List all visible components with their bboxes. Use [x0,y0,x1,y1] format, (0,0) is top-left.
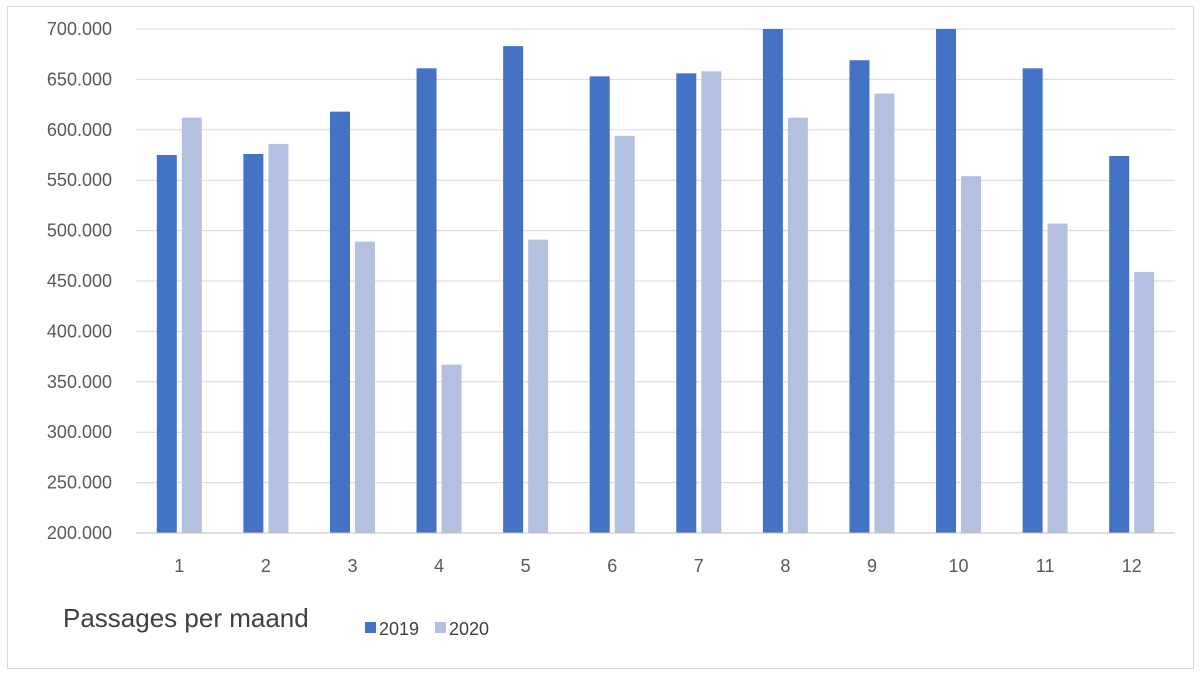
x-tick-label: 12 [1122,556,1142,576]
x-tick-label: 1 [174,556,184,576]
y-tick-label: 350.000 [47,372,112,392]
x-tick-label: 4 [434,556,444,576]
x-tick-label: 7 [694,556,704,576]
bar-2019-7 [676,73,697,534]
bar-2019-9 [849,60,870,534]
bar-2020-3 [354,241,375,534]
bar-2019-5 [503,46,524,534]
axes: 200.000 250.000 300.000 350.000 400.000 450.0… [47,19,1175,576]
y-tick-label: 450.000 [47,271,112,291]
x-tick-label: 5 [521,556,531,576]
x-tick-label: 8 [780,556,790,576]
bars [156,29,1155,534]
bar-2019-4 [416,68,437,533]
y-tick-label: 600.000 [47,120,112,140]
gridlines [136,28,1175,484]
x-tick-label: 2 [261,556,271,576]
y-tick-label: 400.000 [47,321,112,341]
x-tick-label: 11 [1036,556,1055,576]
legend-swatch-2020 [435,622,446,633]
bar-2019-1 [156,155,177,533]
bar-2019-3 [329,111,350,533]
bar-2020-5 [528,239,549,533]
chart-caption: Passages per maand [63,603,309,633]
y-tick-label: 650.000 [47,69,112,89]
legend-swatch-2019 [365,622,376,633]
bar-2020-10 [961,176,982,533]
bar-2019-8 [762,29,783,533]
bar-2019-11 [1022,68,1043,533]
bar-2019-2 [243,153,264,533]
bar-2020-1 [181,117,202,533]
y-tick-label: 700.000 [47,19,112,39]
legend-label-2019: 2019 [379,619,419,639]
x-tick-label: 10 [949,556,969,576]
bar-2019-10 [936,29,957,533]
y-tick-label: 300.000 [47,422,112,442]
bar-2020-9 [874,93,895,534]
bar-2020-12 [1134,271,1155,533]
x-tick-label: 3 [347,556,357,576]
y-tick-label: 500.000 [47,221,112,241]
bar-2019-6 [589,76,610,533]
bar-2020-7 [701,71,722,533]
x-tick-label: 6 [607,556,617,576]
y-tick-label: 250.000 [47,473,112,493]
y-tick-label: 200.000 [47,523,112,543]
bar-2019-12 [1109,156,1130,533]
bar-2020-11 [1047,223,1068,533]
bar-2020-8 [787,117,808,533]
y-tick-label: 550.000 [47,170,112,190]
bar-2020-2 [268,143,289,534]
legend: 2019 2020 [365,619,489,639]
bar-2020-6 [614,135,635,533]
bar-2020-4 [441,364,462,533]
x-tick-label: 9 [867,556,877,576]
legend-label-2020: 2020 [449,619,489,639]
